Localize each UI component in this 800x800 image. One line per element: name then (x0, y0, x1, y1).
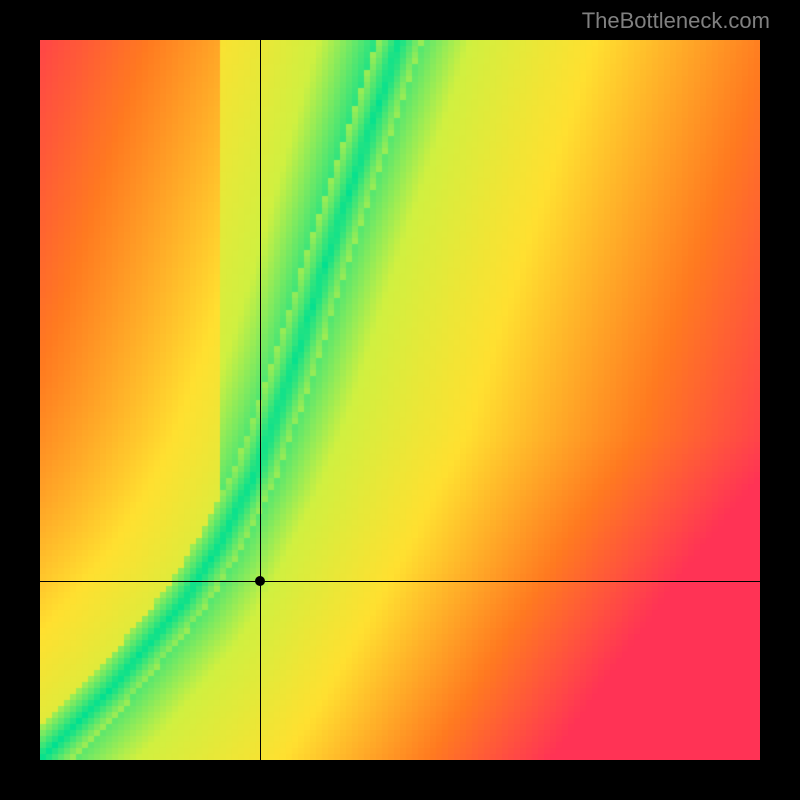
heatmap-canvas (40, 40, 760, 760)
crosshair-vertical (260, 40, 261, 760)
crosshair-horizontal (40, 581, 760, 582)
crosshair-point (255, 576, 265, 586)
watermark-text: TheBottleneck.com (582, 8, 770, 34)
heatmap-chart (40, 40, 760, 760)
